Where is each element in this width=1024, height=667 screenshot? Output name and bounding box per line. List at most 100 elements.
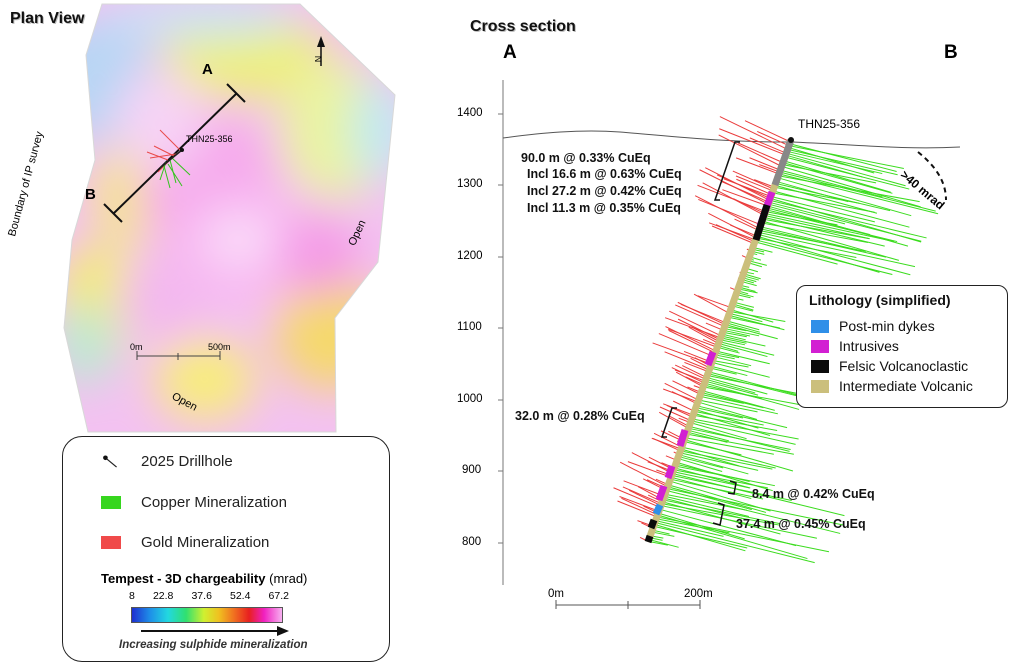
mineralization-trace	[664, 493, 748, 511]
mrad-contour	[917, 151, 947, 201]
mineralization-trace	[711, 361, 770, 378]
mineralization-trace	[703, 386, 810, 407]
mineralization-trace	[762, 218, 870, 240]
lithology-item-label: Intermediate Volcanic	[839, 378, 973, 394]
mineralization-trace	[675, 371, 704, 388]
mineralization-trace	[672, 380, 701, 395]
intercept-incl-2: Incl 27.2 m @ 0.42% CuEq	[527, 184, 682, 198]
plan-view-title: Plan View	[10, 10, 85, 27]
colorbar-title: Tempest - 3D chargeability (mrad)	[101, 571, 307, 586]
section-drillhole-label: THN25-356	[798, 117, 861, 131]
mineralization-trace	[768, 203, 846, 225]
mineralization-trace	[761, 222, 869, 243]
intercept-lower-1: 8.4 m @ 0.42% CuEq	[752, 487, 875, 501]
mineralization-trace	[695, 407, 744, 419]
colorbar-tick: 22.8	[152, 590, 174, 602]
section-drillhole-collar	[788, 137, 794, 143]
mineralization-trace	[693, 412, 771, 437]
mineralization-trace	[769, 199, 927, 239]
mineralization-trace	[756, 237, 857, 259]
mineralization-trace	[671, 367, 705, 384]
mineralization-trace	[708, 212, 757, 239]
mineralization-trace	[613, 487, 661, 508]
mineralization-trace	[781, 165, 921, 208]
intercept-lower-2: 37.4 m @ 0.45% CuEq	[736, 517, 866, 531]
drillhole-column	[644, 137, 795, 544]
cross-label-a: A	[503, 42, 517, 63]
mineralization-trace	[736, 178, 772, 196]
mineralization-trace	[656, 516, 830, 553]
colorbar	[131, 607, 283, 623]
mineralization-trace	[694, 195, 760, 230]
mineralization-trace	[681, 446, 776, 469]
mineralization-trace	[749, 137, 787, 154]
mineralization-trace	[786, 152, 906, 187]
mineralization-trace	[784, 156, 910, 190]
mineralization-trace	[710, 365, 748, 377]
mineralization-trace	[691, 326, 720, 343]
colorbar-tick: 8	[129, 590, 135, 602]
mineralization-trace	[619, 461, 668, 488]
plan-view-map	[63, 3, 396, 433]
lithology-title: Lithology (simplified)	[809, 292, 951, 308]
mineralization-trace	[698, 198, 762, 226]
mineralization-trace	[680, 448, 740, 467]
mineralization-trace	[774, 186, 860, 204]
elev-tick: 1300	[457, 178, 483, 190]
mineralization-trace	[673, 469, 768, 489]
intercept-main: 90.0 m @ 0.33% CuEq	[521, 151, 651, 165]
lithology-swatch	[811, 339, 829, 353]
colorbar-unit: (mrad)	[269, 571, 308, 586]
lithology-item-label: Post-min dykes	[839, 318, 935, 334]
mineralization-trace	[694, 410, 764, 426]
mineralization-trace	[669, 310, 722, 337]
increasing-arrow-icon	[141, 626, 289, 636]
cross-label-b: B	[944, 42, 958, 63]
mineralization-trace	[719, 339, 746, 346]
mineralization-trace	[709, 367, 737, 375]
mineralization-trace	[688, 326, 719, 344]
plan-scale-start: 0m	[130, 342, 143, 352]
topography-line	[502, 130, 961, 149]
mineralization-trace	[788, 145, 904, 169]
elev-tick: 800	[462, 536, 482, 548]
plan-drillhole-collar	[180, 148, 184, 152]
mineralization-trace	[765, 211, 838, 226]
mineralization-trace	[733, 198, 766, 214]
mineralization-trace	[735, 157, 780, 175]
plan-scale-end: 500m	[208, 342, 231, 352]
mineralization-trace	[652, 342, 712, 365]
mineralization-trace	[691, 418, 799, 440]
colorbar-tick: 67.2	[268, 590, 289, 602]
mineralization-trace	[675, 304, 725, 328]
lithology-swatch	[811, 379, 829, 393]
lithology-item: Intrusives	[811, 338, 899, 354]
mineralization-trace	[770, 196, 875, 223]
legend-drillhole: 2025 Drillhole	[101, 453, 233, 470]
lithology-swatch	[811, 359, 829, 373]
mineralization-trace	[758, 229, 867, 252]
mineralization-trace	[668, 329, 716, 354]
mineralization-trace	[725, 322, 760, 333]
mineralization-trace	[723, 329, 751, 337]
mineralization-trace	[693, 414, 778, 432]
mineralization-trace	[682, 365, 707, 378]
arrow-caption: Increasing sulphide mineralization	[119, 639, 308, 651]
mineralization-trace	[707, 375, 808, 396]
elev-tick: 1200	[457, 250, 483, 262]
mineralization-trace	[653, 525, 748, 549]
mineralization-trace	[666, 405, 693, 418]
mineralization-trace	[755, 239, 893, 276]
mineralization-trace	[783, 160, 891, 193]
colorbar-tick: 37.6	[191, 590, 212, 602]
mineralization-trace	[690, 422, 747, 440]
mineralization-trace	[768, 201, 922, 242]
mineralization-trace	[658, 333, 715, 358]
lithology-item: Intermediate Volcanic	[811, 378, 973, 394]
lithology-item: Felsic Volcanoclastic	[811, 358, 968, 374]
mineralization-trace	[674, 467, 751, 489]
mineralization-trace	[699, 395, 779, 415]
mineralization-trace	[686, 433, 794, 455]
mineralization-trace	[698, 399, 758, 413]
mineralization-trace	[660, 505, 818, 539]
